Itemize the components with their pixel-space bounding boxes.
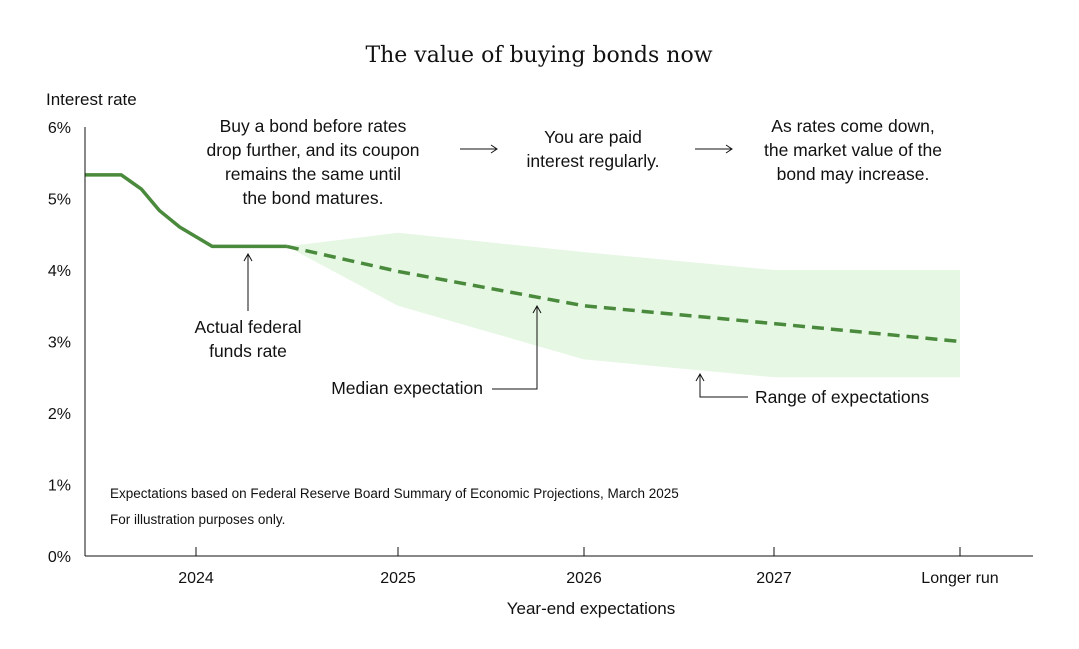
x-tick-labels: 2024 2025 2026 2027 Longer run — [178, 547, 999, 587]
y-tick-label: 5% — [48, 192, 71, 209]
x-tick-label: 2024 — [178, 570, 214, 587]
svg-text:funds rate: funds rate — [209, 341, 287, 361]
y-tick-labels: 0% 1% 2% 3% 4% 5% 6% — [48, 120, 71, 566]
y-tick-label: 2% — [48, 406, 71, 423]
x-tick-label: 2025 — [380, 570, 416, 587]
svg-text:Median expectation: Median expectation — [331, 378, 483, 398]
y-tick-label: 3% — [48, 335, 71, 352]
x-tick-label: 2027 — [756, 570, 792, 587]
range-of-expectations-band — [286, 232, 960, 378]
svg-text:the market value of the: the market value of the — [764, 140, 942, 160]
svg-text:drop further, and its coupon: drop further, and its coupon — [206, 140, 419, 160]
disclaimer-note: For illustration purposes only. — [110, 512, 285, 527]
svg-text:the bond matures.: the bond matures. — [242, 188, 383, 208]
actual-rate-callout: Actual federal funds rate — [194, 252, 302, 361]
step2-annotation: You are paid interest regularly. — [527, 127, 660, 171]
chart-title: The value of buying bonds now — [365, 43, 712, 68]
x-tick-label: Longer run — [921, 570, 998, 587]
arrow-right-icon — [460, 144, 498, 154]
svg-text:Actual federal: Actual federal — [194, 317, 301, 337]
svg-text:Buy a bond before rates: Buy a bond before rates — [220, 116, 407, 136]
svg-text:Range of expectations: Range of expectations — [755, 387, 929, 407]
actual-rate-line — [84, 173, 287, 249]
svg-text:As rates come down,: As rates come down, — [771, 116, 934, 136]
svg-text:You are paid: You are paid — [544, 127, 642, 147]
arrow-right-icon — [695, 144, 733, 154]
y-tick-label: 6% — [48, 120, 71, 137]
y-tick-label: 4% — [48, 263, 71, 280]
x-axis-label: Year-end expectations — [507, 599, 676, 618]
median-expectation-callout: Median expectation — [331, 304, 542, 398]
step1-annotation: Buy a bond before rates drop further, an… — [206, 116, 419, 208]
y-tick-label: 0% — [48, 549, 71, 566]
source-note: Expectations based on Federal Reserve Bo… — [110, 486, 679, 501]
step3-annotation: As rates come down, the market value of … — [764, 116, 942, 184]
svg-text:remains the same until: remains the same until — [225, 164, 401, 184]
x-tick-label: 2026 — [566, 570, 602, 587]
range-of-expectations-callout: Range of expectations — [695, 372, 929, 407]
svg-text:interest regularly.: interest regularly. — [527, 151, 660, 171]
y-tick-label: 1% — [48, 478, 71, 495]
y-axis-label: Interest rate — [46, 90, 137, 109]
median-expectation-line — [286, 244, 961, 344]
svg-text:bond may increase.: bond may increase. — [777, 164, 930, 184]
